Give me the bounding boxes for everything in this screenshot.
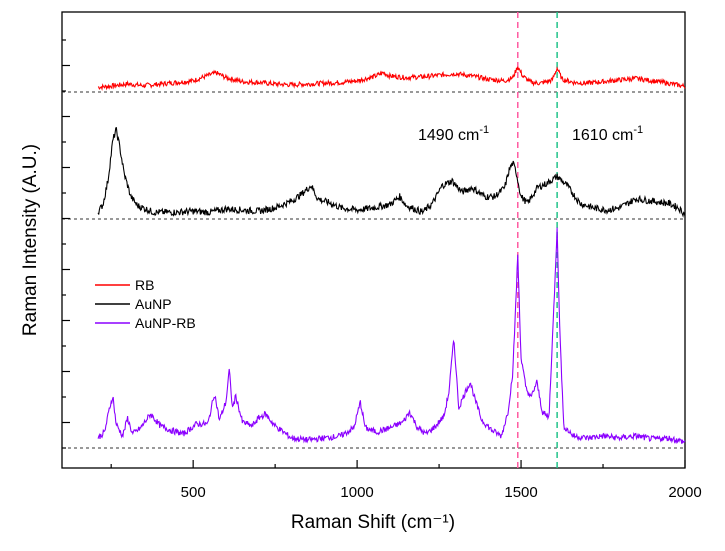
legend-label-rb: RB — [135, 277, 154, 293]
series-line-aunp — [97, 126, 686, 218]
series-line-rb — [97, 66, 686, 92]
x-axis: 500 1000 1500 2000 — [110, 460, 702, 501]
series-line-aunp-rb — [97, 227, 686, 444]
legend: RB AuNP AuNP-RB — [95, 277, 196, 331]
series-group — [97, 66, 686, 444]
x-tick-label: 1500 — [504, 484, 537, 501]
annotation-superscript: -1 — [479, 124, 489, 136]
x-axis-title-base: Raman Shift (cm⁻¹) — [291, 512, 455, 533]
annotation-1610: 1610 cm-1 — [572, 124, 643, 144]
baselines — [62, 91, 685, 449]
x-tick-label: 2000 — [668, 484, 701, 501]
annotation-1490: 1490 cm-1 — [418, 124, 489, 144]
x-tick-label: 500 — [181, 484, 206, 501]
reference-lines — [517, 12, 558, 468]
annotation-text: 1610 cm — [572, 127, 633, 144]
legend-label-aunp: AuNP — [135, 296, 172, 312]
y-axis — [62, 39, 70, 449]
annotations: 1490 cm-1 1610 cm-1 — [418, 124, 643, 144]
annotation-text: 1490 cm — [418, 127, 479, 144]
x-axis-title: Raman Shift (cm⁻¹) — [291, 512, 455, 533]
y-axis-title: Raman Intensity (A.U.) — [20, 144, 41, 336]
x-tick-label: 1000 — [340, 484, 373, 501]
legend-label-aunp-rb: AuNP-RB — [135, 315, 196, 331]
plot-frame — [61, 11, 686, 469]
annotation-superscript: -1 — [633, 124, 643, 136]
